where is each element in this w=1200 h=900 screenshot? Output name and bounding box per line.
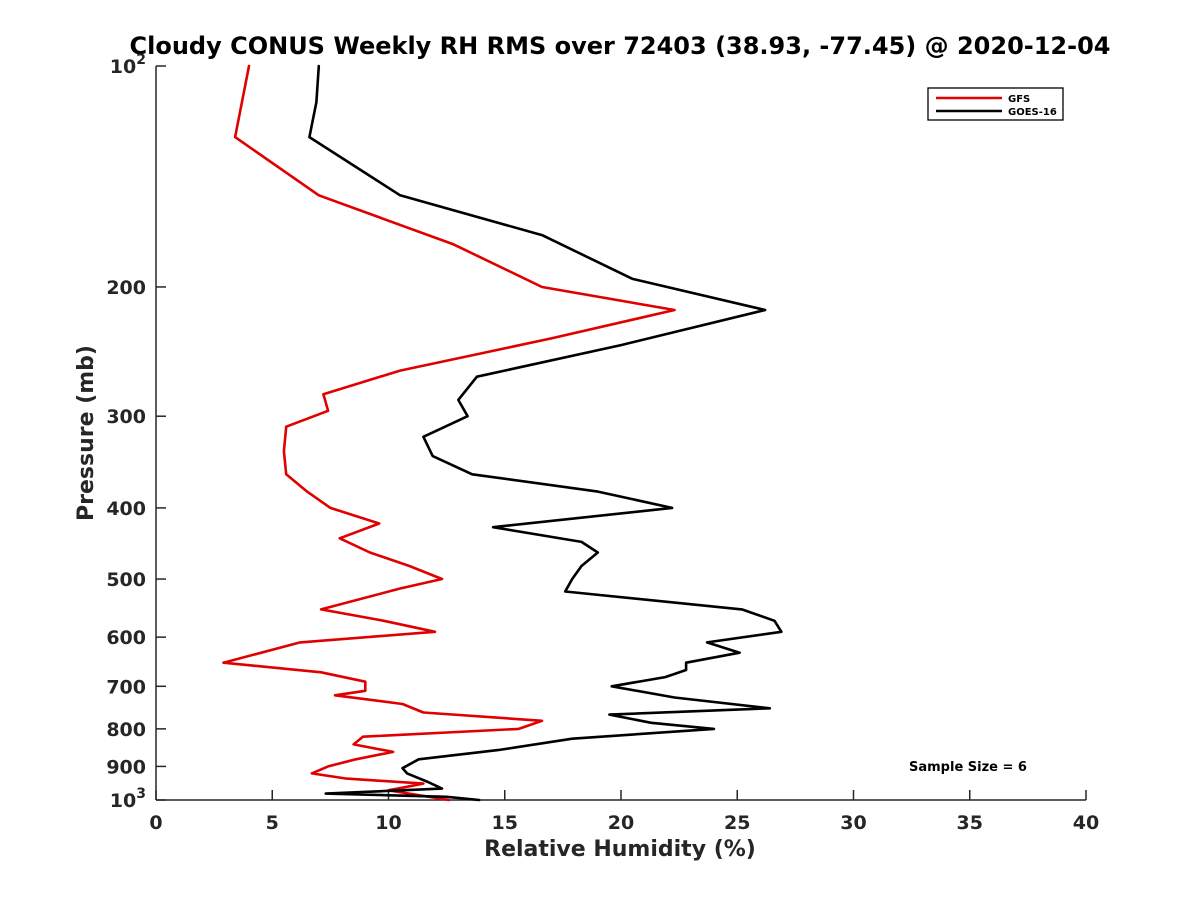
x-tick-label: 30	[840, 812, 866, 834]
x-tick-label: 40	[1073, 812, 1099, 834]
x-tick-label: 35	[957, 812, 983, 834]
y-tick-label: 600	[106, 627, 146, 649]
x-tick-label: 5	[266, 812, 279, 834]
series-line-goes-16	[308, 64, 783, 802]
y-axis-label: Pressure (mb)	[74, 345, 99, 521]
y-tick-label: 102	[110, 52, 146, 78]
x-tick-label: 10	[375, 812, 401, 834]
y-tick-label: 103	[110, 786, 146, 812]
y-tick-label: 200	[106, 277, 146, 299]
sample-size-annotation: Sample Size = 6	[909, 760, 1027, 775]
series-line-gfs	[222, 64, 676, 802]
legend: GFS GOES-16	[927, 87, 1064, 121]
x-axis-label: Relative Humidity (%)	[484, 837, 756, 862]
y-tick-label: 700	[106, 676, 146, 698]
x-tick-label: 25	[724, 812, 750, 834]
y-tick-label: 400	[106, 498, 146, 520]
y-tick-label: 900	[106, 756, 146, 778]
y-tick-label: 500	[106, 569, 146, 591]
x-tick-label: 0	[149, 812, 162, 834]
series-layer	[222, 64, 783, 802]
y-tick-label: 800	[106, 719, 146, 741]
y-tick-label: 300	[106, 406, 146, 428]
legend-box	[927, 87, 1064, 121]
axes: 0 5 10 15 20 25 30 35 40 102 200 300 400 500 600 700 800…	[106, 52, 1099, 834]
chart-title: Cloudy CONUS Weekly RH RMS over 72403 (3…	[130, 32, 1111, 60]
x-tick-label: 15	[492, 812, 518, 834]
legend-entry: GFS	[1008, 94, 1030, 105]
x-tick-label: 20	[608, 812, 634, 834]
legend-entry: GOES-16	[1008, 107, 1057, 118]
